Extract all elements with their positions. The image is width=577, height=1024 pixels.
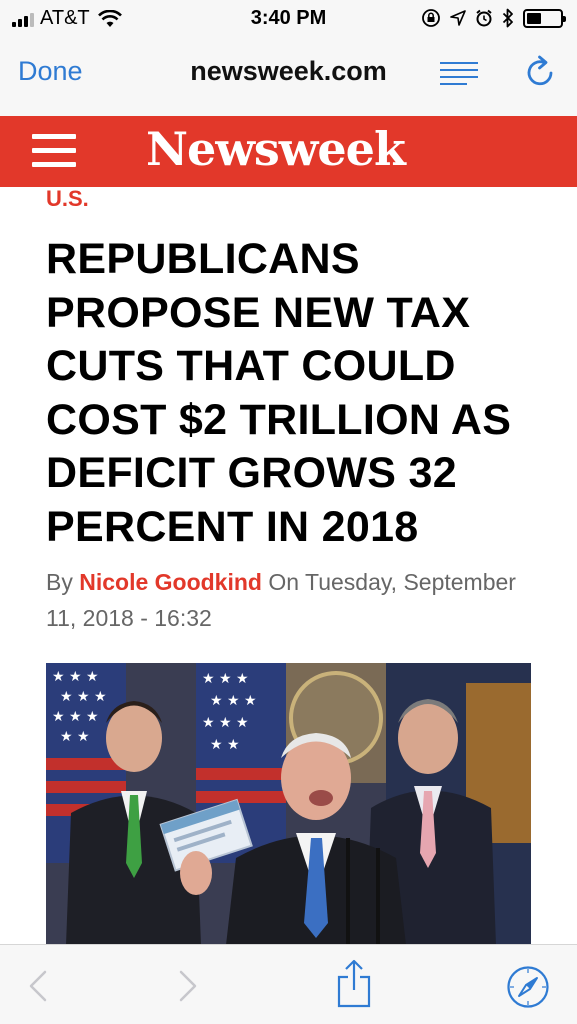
wifi-icon [97,9,122,27]
forward-icon[interactable] [178,969,198,1003]
byline: By Nicole Goodkind On Tuesday, September… [46,564,546,636]
alarm-icon [476,9,492,27]
browser-nav-bar: Done newsweek.com [0,38,577,116]
carrier-label: AT&T [40,7,90,29]
location-icon [450,10,466,26]
safari-compass-icon[interactable] [506,965,550,1009]
reader-view-icon[interactable] [440,62,478,86]
article-photo: ★ ★ ★ ★ ★ ★ ★ ★ ★ ★ ★ ★ ★ ★ ★ ★ ★ ★ ★ ★ ★ ★ [46,663,531,945]
author-link[interactable]: Nicole Goodkind [79,569,262,595]
status-time: 3:40 PM [250,7,327,29]
reload-icon[interactable] [525,54,557,90]
url-label[interactable]: newsweek.com [190,56,387,86]
hamburger-menu-icon[interactable] [32,134,76,168]
status-right [421,8,566,28]
svg-text:★ ★ ★: ★ ★ ★ [52,709,99,725]
press-conference-image: ★ ★ ★ ★ ★ ★ ★ ★ ★ ★ ★ ★ ★ ★ ★ ★ ★ ★ ★ ★ ★ ★ [46,663,531,945]
site-logo[interactable]: Newsweek [146,122,406,176]
byline-prefix: By [46,569,73,595]
svg-text:★ ★: ★ ★ [210,737,240,753]
battery-level [527,12,542,24]
back-icon[interactable] [28,969,48,1003]
byline-date: On Tuesday, September 11, 2018 - 16:32 [46,569,516,631]
svg-text:★ ★ ★: ★ ★ ★ [202,671,249,687]
article-headline: REPUBLICANS PROPOSE NEW TAX CUTS THAT CO… [46,235,512,551]
signal-strength-icon [12,11,34,27]
done-button[interactable]: Done [18,56,83,86]
status-bar: AT&T 3:40 PM [0,0,577,38]
section-label[interactable]: U.S. [46,186,89,211]
browser-toolbar [0,944,577,1024]
status-left: AT&T [12,7,122,30]
svg-text:★ ★ ★: ★ ★ ★ [52,669,99,685]
lock-rotation-icon [422,9,440,27]
battery-icon [523,8,566,28]
svg-text:★ ★ ★: ★ ★ ★ [60,689,107,705]
site-header: Newsweek [0,116,577,187]
bluetooth-icon [502,8,513,28]
svg-text:★ ★ ★: ★ ★ ★ [210,693,257,709]
share-icon[interactable] [336,957,372,1009]
svg-text:★ ★ ★: ★ ★ ★ [202,715,249,731]
svg-text:★ ★: ★ ★ [60,729,90,745]
